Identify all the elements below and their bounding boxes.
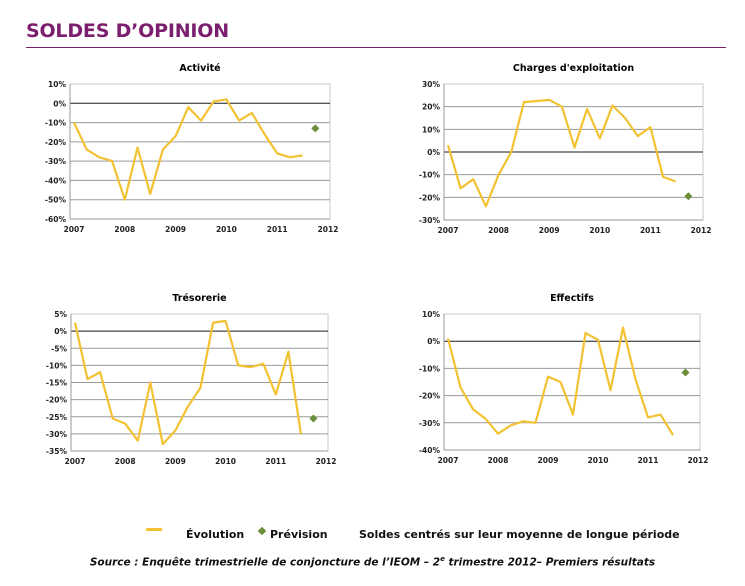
y-tick-label: -30% (45, 157, 67, 166)
y-tick-label: 5% (54, 310, 67, 319)
x-tick-label: 2012 (688, 456, 709, 465)
y-tick-label: 30% (422, 80, 440, 89)
x-tick-label: 2010 (589, 226, 610, 235)
y-tick-label: -50% (45, 196, 67, 205)
prevision-diamond-marker (309, 414, 318, 423)
y-tick-label: -20% (419, 193, 441, 202)
x-tick-label: 2009 (165, 457, 186, 466)
charts-canvas: Activité10%0%-10%-20%-30%-40%-50%-60%200… (45, 63, 712, 466)
y-tick-label: -20% (45, 138, 67, 147)
x-tick-label: 2011 (640, 226, 661, 235)
y-tick-label: -10% (419, 364, 441, 373)
chart-title: Charges d'exploitation (513, 63, 634, 74)
x-tick-label: 2007 (438, 456, 459, 465)
x-tick-label: 2012 (316, 457, 337, 466)
x-tick-label: 2010 (215, 457, 236, 466)
series-evolution-line (446, 326, 674, 436)
prevision-diamond-marker (684, 192, 693, 201)
x-tick-label: 2008 (114, 225, 135, 234)
plot-frame (69, 83, 331, 220)
x-tick-label: 2008 (115, 457, 136, 466)
y-tick-label: -5% (51, 344, 67, 353)
y-tick-label: -20% (46, 396, 68, 405)
y-tick-label: 0% (53, 99, 66, 108)
y-tick-label: 20% (422, 103, 440, 112)
y-tick-label: 10% (422, 125, 440, 134)
page-title: SOLDES D’OPINION (26, 20, 229, 42)
chart-title: Trésorerie (172, 293, 226, 304)
prevision-diamond-marker (311, 124, 320, 133)
source-note: Source : Enquête trimestrielle de conjon… (0, 555, 745, 569)
source-suffix: trimestre 2012– Premiers résultats (444, 556, 656, 569)
y-tick-label: 0% (54, 327, 67, 336)
x-tick-label: 2011 (638, 456, 659, 465)
y-tick-label: -30% (419, 216, 441, 225)
y-tick-label: 10% (48, 80, 66, 89)
y-tick-label: -40% (45, 176, 67, 185)
y-tick-label: -60% (45, 215, 67, 224)
x-tick-label: 2009 (165, 225, 186, 234)
chart-effectifs: Effectifs 10% 0% -10% -20% -30% -40%2007 2008 20… (419, 293, 709, 465)
chart-tresorerie: Trésorerie 5% 0% -5% -10% -15% -20% -25% -30% -35… (46, 293, 337, 466)
legend-prevision-diamond-icon (257, 526, 267, 536)
x-tick-label: 2010 (216, 225, 237, 234)
x-tick-label: 2008 (488, 456, 509, 465)
source-superscript: e (440, 555, 445, 563)
chart-activite: Activité10%0%-10%-20%-30%-40%-50%-60%200… (45, 63, 339, 234)
x-tick-label: 2009 (538, 456, 559, 465)
legend-evolution-swatch (146, 528, 162, 531)
x-tick-label: 2007 (65, 457, 86, 466)
y-tick-label: -10% (45, 119, 67, 128)
x-tick-label: 2012 (318, 225, 339, 234)
y-tick-label: 0% (427, 148, 440, 157)
x-tick-label: 2009 (539, 226, 560, 235)
x-tick-label: 2007 (64, 225, 85, 234)
legend: Évolution Prévision Soldes centrés sur l… (0, 526, 745, 546)
chart-title: Effectifs (550, 293, 594, 304)
series-evolution-line (446, 98, 677, 208)
x-tick-label: 2008 (488, 226, 509, 235)
x-tick-label: 2011 (265, 457, 286, 466)
prevision-diamond-marker (681, 368, 690, 377)
y-tick-label: -35% (46, 447, 68, 456)
y-tick-label: -10% (419, 171, 441, 180)
chart-charges-exploitation: Charges d'exploitation 30% 20% 10% 0% -10% -20… (419, 63, 712, 235)
legend-prevision-label: Prévision (270, 528, 328, 541)
y-tick-label: -30% (46, 430, 68, 439)
title-divider (26, 47, 726, 48)
legend-evolution-label: Évolution (186, 528, 245, 541)
y-tick-label: -25% (46, 413, 68, 422)
x-tick-label: 2010 (588, 456, 609, 465)
source-prefix: Source : Enquête trimestrielle de conjon… (89, 556, 441, 569)
series-evolution-line (73, 98, 303, 201)
y-tick-label: -20% (419, 392, 441, 401)
x-tick-label: 2012 (691, 226, 712, 235)
series-evolution-line (73, 319, 302, 446)
y-tick-label: 0% (427, 337, 440, 346)
chart-title: Activité (179, 63, 220, 74)
x-tick-label: 2011 (267, 225, 288, 234)
y-tick-label: -10% (46, 361, 68, 370)
x-tick-label: 2007 (438, 226, 459, 235)
y-tick-label: -15% (46, 379, 68, 388)
legend-note: Soldes centrés sur leur moyenne de longu… (359, 528, 680, 541)
y-tick-label: -30% (419, 419, 441, 428)
y-tick-label: 10% (422, 310, 440, 319)
y-tick-label: -40% (419, 446, 441, 455)
plot-frame (443, 313, 701, 451)
